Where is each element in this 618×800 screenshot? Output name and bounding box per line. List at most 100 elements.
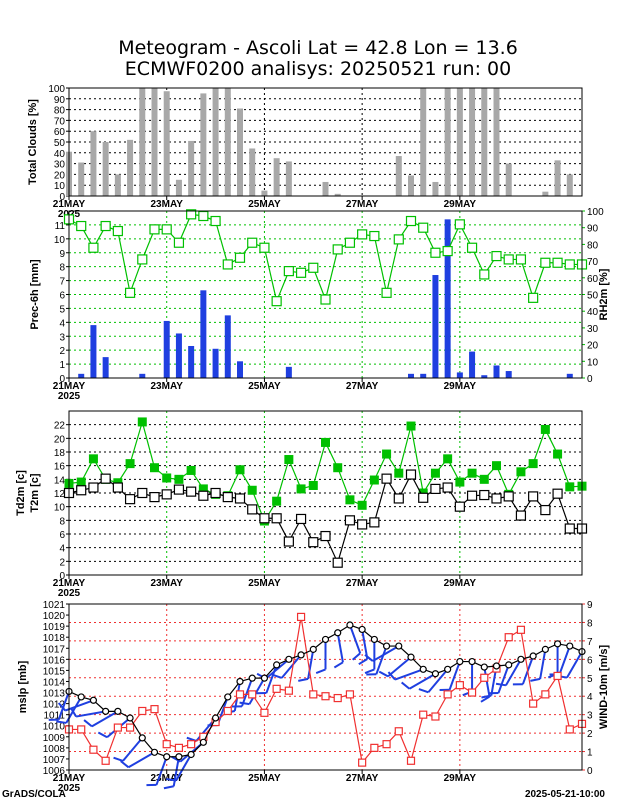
mslp-marker bbox=[273, 661, 281, 669]
y-tick-label: 4 bbox=[59, 544, 65, 555]
wind-barb-flag bbox=[171, 755, 181, 763]
y-tick-label: 12 bbox=[54, 489, 66, 500]
y-tick-label: 5 bbox=[59, 304, 65, 315]
mslp-marker bbox=[492, 662, 501, 670]
rh2m-marker bbox=[332, 244, 343, 255]
rh2m-marker bbox=[234, 252, 246, 263]
cloud-bar bbox=[175, 179, 182, 196]
y-tick-label: 20 bbox=[54, 434, 66, 445]
footer-left: GrADS/COLA bbox=[2, 789, 66, 800]
wind-barb-flag bbox=[70, 707, 77, 718]
mslp-marker bbox=[444, 665, 452, 673]
y-tick-label: 0 bbox=[59, 192, 65, 203]
wind-barb-flag bbox=[298, 677, 309, 682]
precip-bar bbox=[456, 372, 463, 378]
wind-speed-marker bbox=[150, 705, 159, 714]
y2-tick-label: 8 bbox=[587, 618, 593, 629]
cloud-bar bbox=[78, 162, 85, 196]
wind-barb bbox=[128, 751, 156, 769]
mslp-marker bbox=[138, 734, 146, 742]
wind-barb-flag bbox=[97, 731, 108, 739]
t2m-marker bbox=[430, 468, 440, 478]
wind-barb bbox=[265, 658, 290, 680]
wind-speed-marker bbox=[235, 690, 245, 699]
y2-tick-label: 70 bbox=[587, 257, 599, 268]
mslp-marker bbox=[419, 665, 427, 673]
precip-bar bbox=[78, 373, 85, 378]
precip-bar bbox=[285, 366, 292, 378]
mslp-marker bbox=[187, 750, 195, 759]
y-tick-label: 6 bbox=[59, 291, 65, 302]
y-tick-label: 9 bbox=[59, 249, 65, 260]
wind-speed-marker bbox=[406, 756, 416, 765]
t2m-marker bbox=[308, 480, 318, 490]
td2m-marker bbox=[515, 510, 527, 521]
mslp-marker bbox=[102, 707, 110, 715]
cloud-bar bbox=[151, 88, 158, 196]
cloud-bar bbox=[505, 163, 512, 196]
t2m-marker bbox=[247, 485, 257, 495]
rh2m-marker bbox=[564, 259, 575, 270]
y-tick-label: 20 bbox=[54, 170, 66, 181]
precip-bar bbox=[481, 375, 488, 378]
cloud-bar bbox=[408, 175, 414, 196]
rh2m-marker bbox=[137, 254, 148, 265]
y-tick-label: 4 bbox=[59, 318, 65, 329]
wind-barb-flag bbox=[271, 673, 283, 679]
y-tick-label: 6 bbox=[59, 530, 65, 541]
mslp-marker bbox=[285, 655, 293, 663]
td2m-marker bbox=[357, 519, 368, 530]
wind-speed-marker bbox=[529, 699, 538, 708]
mslp-marker bbox=[126, 714, 134, 722]
x-tick-label: 27MAY bbox=[346, 199, 379, 210]
rh2m-marker bbox=[198, 210, 209, 222]
t2m-marker bbox=[198, 484, 208, 494]
td2m-marker bbox=[393, 493, 404, 504]
x-tick-label: 23MAY bbox=[150, 199, 183, 210]
rh2m-marker bbox=[528, 292, 539, 303]
rh2m-marker bbox=[124, 287, 136, 298]
y2-tick-label: 90 bbox=[587, 224, 599, 235]
td2m-marker bbox=[161, 489, 172, 500]
y-tick-label: 50 bbox=[54, 138, 66, 149]
mslp-marker bbox=[77, 693, 85, 701]
wind-speed-marker bbox=[480, 673, 489, 682]
y-tick-label: 80 bbox=[54, 106, 66, 117]
y-tick-label: 10 bbox=[54, 503, 66, 514]
td2m-marker bbox=[540, 504, 551, 516]
rh2m-marker bbox=[186, 209, 197, 220]
wind-barb-flag bbox=[378, 670, 389, 678]
rh2m-marker bbox=[308, 262, 319, 273]
mslp-marker bbox=[175, 753, 183, 761]
wind-barb bbox=[539, 649, 547, 680]
mslp-marker bbox=[431, 670, 440, 678]
cloud-bar bbox=[273, 158, 280, 196]
rh2m-marker bbox=[344, 237, 356, 248]
t2m-marker bbox=[174, 474, 184, 484]
rh2m-marker bbox=[442, 245, 453, 257]
mslp-marker bbox=[456, 657, 464, 666]
cloud-bar bbox=[493, 88, 500, 196]
t2m-line bbox=[68, 419, 583, 523]
y2-tick-label: 5 bbox=[587, 674, 593, 685]
td2m-marker bbox=[198, 490, 209, 501]
t2m-marker bbox=[455, 477, 465, 487]
wind-barb-flag bbox=[315, 668, 326, 674]
wind-barb bbox=[155, 756, 168, 786]
mslp-marker bbox=[309, 645, 317, 653]
t2m-marker bbox=[382, 449, 392, 459]
t2m-marker bbox=[443, 454, 453, 464]
td2m-marker bbox=[405, 469, 417, 480]
y2-tick-label: 7 bbox=[587, 637, 593, 648]
wind-speed-marker bbox=[321, 692, 330, 701]
y-tick-label: 100 bbox=[48, 84, 65, 95]
t2m-marker bbox=[296, 484, 306, 494]
precip-bar bbox=[90, 325, 97, 378]
td2m-marker bbox=[149, 492, 160, 503]
wind-barb-flag bbox=[364, 654, 374, 662]
wind-barb-flag bbox=[495, 682, 507, 687]
y-tick-label: 1018 bbox=[43, 633, 66, 644]
wind-barb bbox=[566, 651, 583, 679]
mslp-marker bbox=[395, 642, 403, 650]
